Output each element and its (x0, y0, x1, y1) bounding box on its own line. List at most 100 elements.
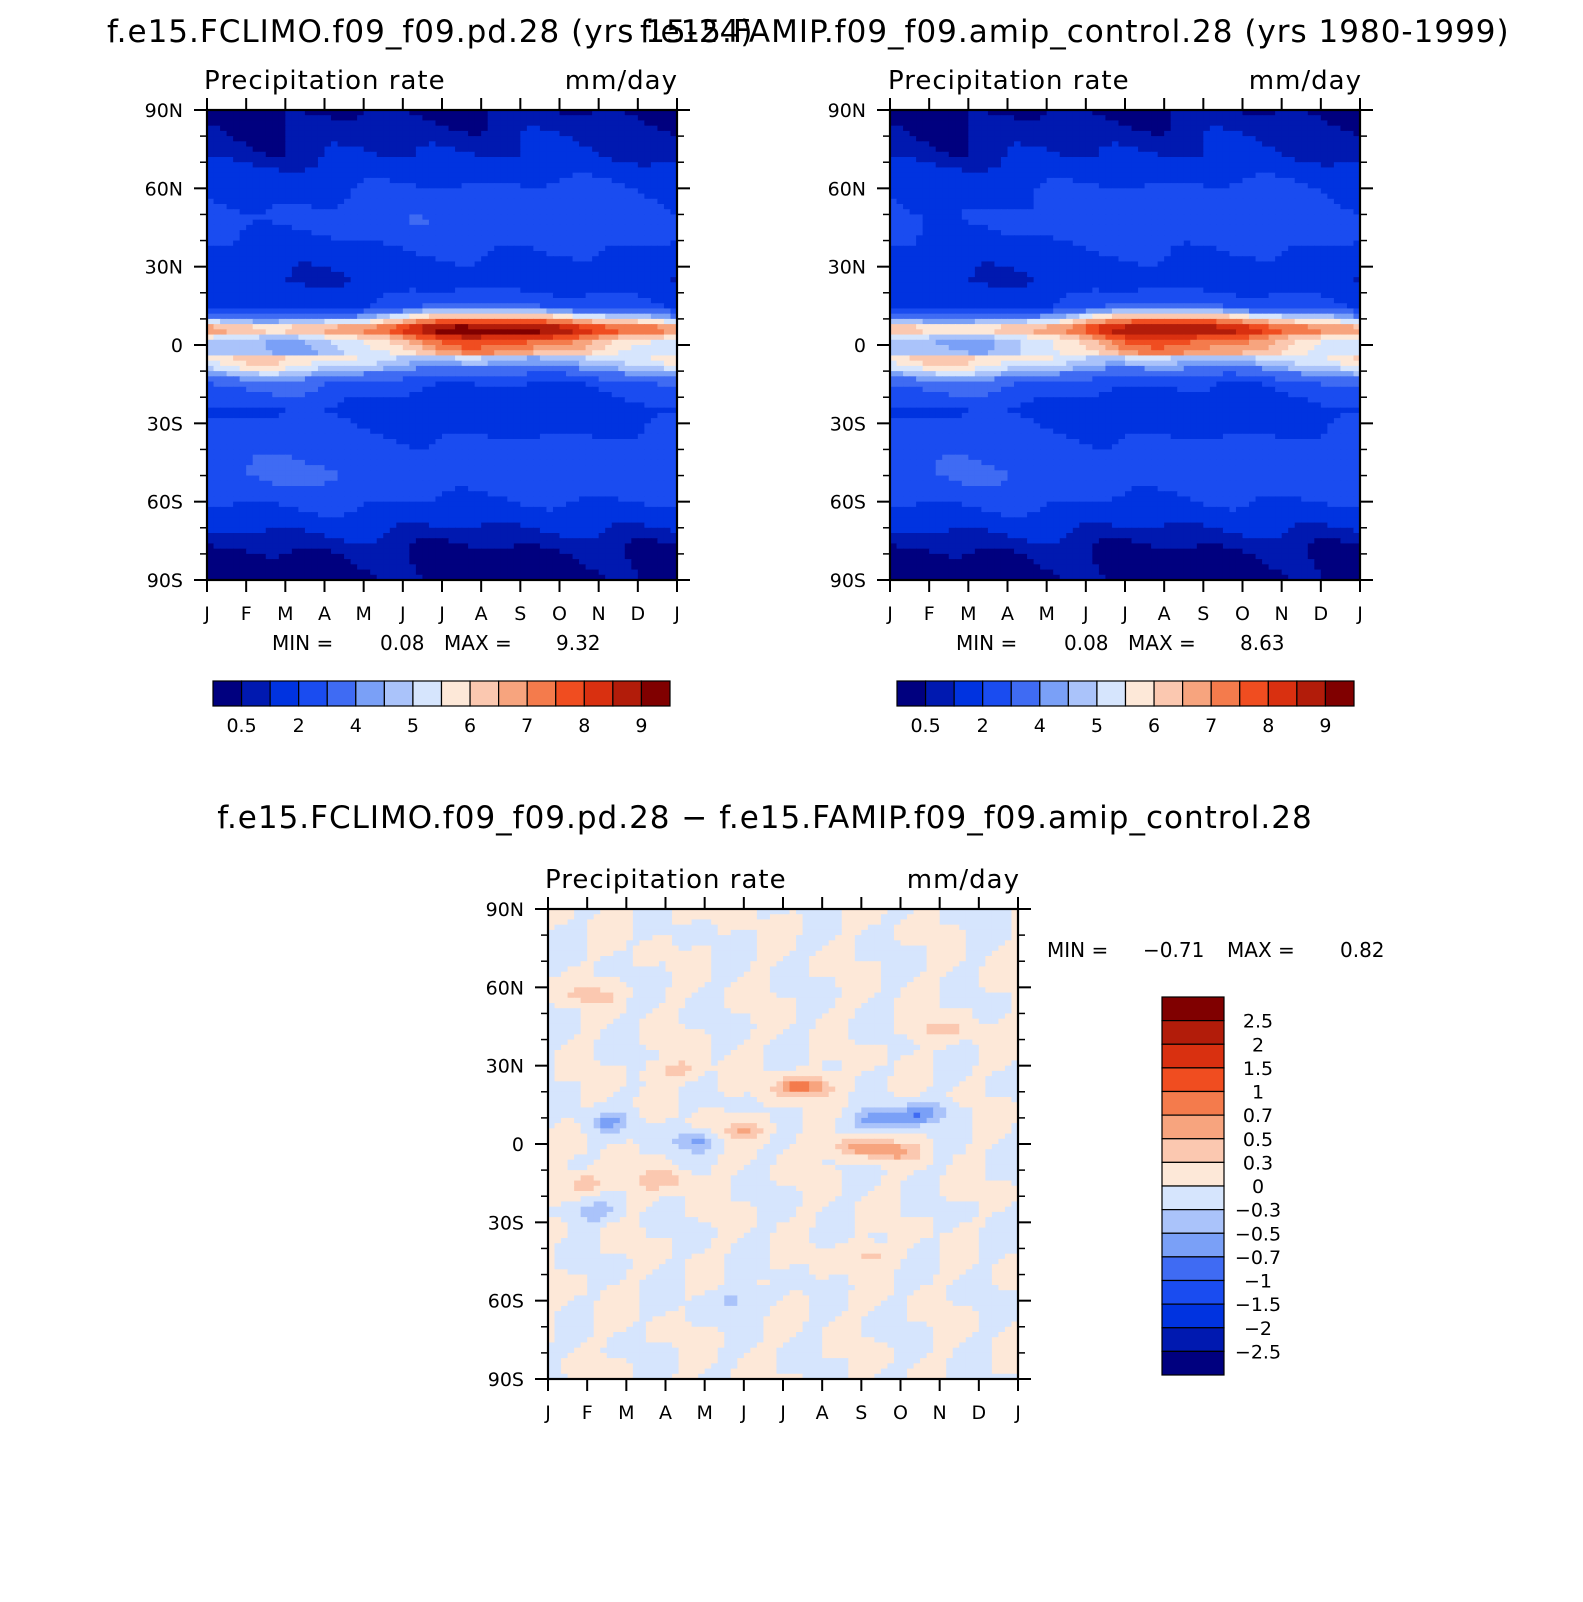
top-left-field-cell (220, 449, 228, 456)
top-left-field-cell (233, 418, 241, 424)
top-left-field-cell (546, 459, 554, 466)
top-left-field-cell (657, 381, 665, 388)
top-left-field-cell (259, 188, 267, 195)
top-left-field-cell (618, 433, 626, 440)
top-left-field-cell (631, 198, 639, 205)
top-left-field-cell (631, 224, 639, 231)
top-left-field-cell (637, 177, 645, 184)
top-left-field-cell (592, 433, 600, 440)
top-left-field-cell (507, 235, 515, 242)
top-left-field-cell (226, 386, 234, 393)
top-left-field-cell (513, 256, 521, 263)
top-left-field-cell (579, 386, 587, 393)
top-left-field-cell (337, 318, 345, 325)
top-left-field-cell (507, 433, 515, 440)
top-left-field-cell (291, 412, 299, 419)
top-left-field-cell (572, 188, 580, 195)
top-left-field-cell (350, 125, 358, 132)
top-left-field-cell (317, 198, 326, 205)
top-left-field-cell (611, 454, 619, 461)
top-left-field-cell (572, 360, 580, 367)
top-left-field-cell (415, 412, 424, 419)
top-left-field-cell (605, 235, 613, 242)
top-left-field-cell (546, 188, 554, 195)
top-left-field-cell (468, 324, 476, 330)
top-left-field-cell (442, 110, 450, 116)
top-left-field-cell (481, 251, 489, 257)
top-left-field-cell (344, 465, 352, 471)
top-left-field-cell (331, 470, 339, 477)
top-left-field-cell (428, 449, 437, 456)
top-left-field-cell (500, 376, 508, 383)
top-left-field-cell (579, 303, 587, 310)
top-left-field-cell (207, 454, 215, 461)
top-left-field-cell (272, 371, 280, 377)
top-left-field-cell (213, 136, 221, 142)
top-left-field-cell (663, 303, 672, 310)
top-left-field-cell (389, 329, 397, 336)
top-left-field-cell (311, 261, 319, 268)
top-left-field-cell (207, 183, 215, 189)
top-left-field-cell (513, 324, 521, 330)
top-left-field-cell (572, 345, 580, 351)
top-left-field-cell (402, 209, 410, 216)
top-left-field-cell (207, 402, 215, 409)
top-left-field-cell (644, 230, 652, 236)
top-left-field-cell (331, 193, 339, 200)
top-left-field-cell (552, 277, 561, 283)
top-left-field-cell (455, 449, 463, 456)
top-left-field-cell (435, 339, 443, 346)
top-left-field-cell (481, 188, 489, 195)
top-left-field-cell (494, 198, 502, 205)
top-left-field-cell (213, 345, 221, 351)
top-left-field-cell (513, 339, 521, 346)
top-left-field-cell (311, 365, 319, 372)
top-left-field-cell (663, 465, 672, 471)
top-left-field-cell (259, 277, 267, 283)
top-left-field-cell (285, 339, 293, 346)
top-left-field-cell (592, 360, 600, 367)
top-left-field-cell (507, 214, 515, 221)
top-left-field-cell (644, 240, 652, 247)
top-left-field-cell (585, 397, 593, 404)
top-left-field-cell (298, 162, 306, 169)
top-left-field-cell (539, 428, 548, 435)
top-left-field-cell (370, 402, 378, 409)
top-left-field-cell (331, 449, 339, 456)
top-left-field-cell (539, 256, 548, 263)
top-left-field-cell (409, 162, 417, 169)
top-left-field-cell (233, 162, 241, 169)
top-left-field-cell (363, 428, 371, 435)
top-left-field-cell (500, 130, 508, 137)
top-left-field-cell (298, 355, 306, 362)
top-left-field-cell (624, 141, 632, 148)
top-left-field-cell (246, 130, 254, 137)
top-left-field-cell (311, 402, 319, 409)
top-left-field-cell (605, 172, 613, 179)
top-left-field-cell (442, 193, 450, 200)
top-left-field-cell (311, 240, 319, 247)
top-left-field-cell (285, 287, 293, 294)
top-left-field-cell (598, 386, 606, 393)
top-left-field-cell (442, 172, 450, 179)
top-left-field-cell (396, 402, 404, 409)
top-left-field-cell (304, 146, 313, 153)
top-left-field-cell (513, 204, 521, 210)
top-left-field-cell (572, 251, 580, 257)
top-left-field-cell (363, 204, 371, 210)
top-left-field-cell (291, 177, 299, 184)
top-left-field-cell (546, 355, 554, 362)
top-left-field-cell (631, 371, 639, 377)
top-left-field-cell (618, 224, 626, 231)
top-left-field-cell (494, 224, 502, 231)
top-left-field-cell (213, 371, 221, 377)
top-left-field-cell (233, 392, 241, 398)
top-left-field-cell (618, 308, 626, 315)
top-left-field-cell (272, 115, 280, 122)
top-left-field-cell (650, 298, 659, 304)
top-left-field-cell (585, 345, 593, 351)
top-left-field-cell (526, 350, 534, 357)
top-left-field-cell (324, 418, 332, 424)
top-left-field-cell (291, 115, 299, 122)
top-left-field-cell (311, 371, 319, 377)
